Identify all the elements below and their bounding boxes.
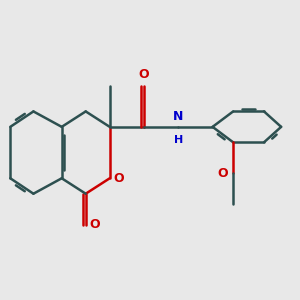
Text: H: H — [174, 135, 183, 146]
Text: O: O — [113, 172, 124, 185]
Text: O: O — [139, 68, 149, 81]
Text: N: N — [173, 110, 184, 123]
Text: O: O — [218, 167, 228, 180]
Text: O: O — [89, 218, 100, 231]
